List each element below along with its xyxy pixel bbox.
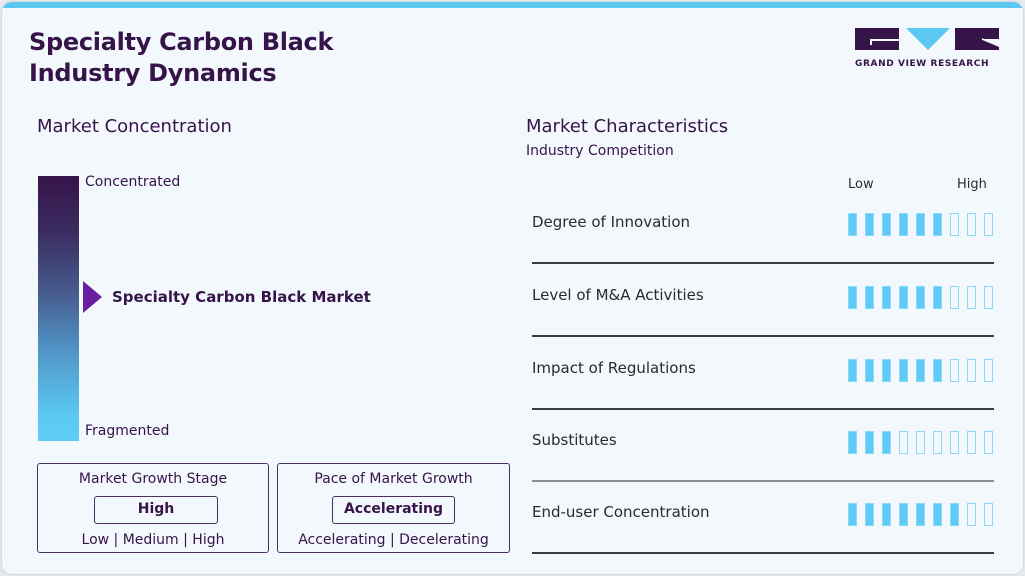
growth-stage-value: High [94, 496, 218, 524]
rating-segment-filled [848, 503, 857, 526]
rating-bar [848, 503, 993, 526]
growth-pace-title: Pace of Market Growth [314, 471, 473, 487]
rating-segment-empty [933, 431, 942, 454]
gvr-logo-icon [855, 28, 1000, 50]
market-position-label: Specialty Carbon Black Market [112, 288, 371, 306]
accent-top-bar [2, 2, 1023, 8]
industry-competition-subtitle: Industry Competition [526, 143, 674, 159]
characteristic-label: Level of M&A Activities [532, 286, 704, 304]
rating-segment-empty [984, 503, 993, 526]
rating-segment-filled [899, 359, 908, 382]
rating-segment-filled [882, 213, 891, 236]
rating-bar [848, 213, 993, 236]
logo-text: GRAND VIEW RESEARCH [855, 59, 990, 69]
rating-segment-filled [933, 359, 942, 382]
rating-segment-filled [865, 286, 874, 309]
row-divider [532, 262, 994, 264]
rating-segment-filled [950, 503, 959, 526]
rating-segment-empty [984, 286, 993, 309]
concentration-gradient-bar [38, 176, 79, 441]
market-pointer-icon [83, 281, 102, 313]
rating-segment-empty [950, 213, 959, 236]
rating-segment-empty [916, 431, 925, 454]
rating-segment-filled [933, 286, 942, 309]
rating-segment-empty [967, 503, 976, 526]
characteristic-label: Degree of Innovation [532, 213, 691, 231]
rating-segment-filled [916, 359, 925, 382]
rating-segment-filled [933, 503, 942, 526]
row-divider [532, 335, 994, 337]
rating-segment-filled [848, 359, 857, 382]
rating-segment-empty [967, 359, 976, 382]
rating-segment-filled [865, 359, 874, 382]
characteristic-row: Level of M&A Activities [532, 272, 994, 344]
scale-high-label: High [957, 177, 987, 192]
rating-segment-empty [950, 431, 959, 454]
rating-segment-filled [899, 286, 908, 309]
rating-segment-filled [916, 213, 925, 236]
fragmented-label: Fragmented [85, 423, 170, 439]
rating-segment-empty [899, 431, 908, 454]
grand-view-research-logo: GRAND VIEW RESEARCH [855, 27, 1000, 73]
characteristic-row: Degree of Innovation [532, 199, 994, 271]
rating-segment-filled [916, 286, 925, 309]
title-line-2: Industry Dynamics [29, 59, 277, 87]
pace-of-growth-box: Pace of Market Growth Accelerating Accel… [277, 463, 510, 553]
rating-bar [848, 431, 993, 454]
characteristic-row: End-user Concentration [532, 489, 994, 561]
growth-stage-options: Low | Medium | High [81, 532, 225, 548]
market-growth-stage-box: Market Growth Stage High Low | Medium | … [37, 463, 269, 553]
characteristic-label: Substitutes [532, 431, 617, 449]
rating-segment-filled [882, 286, 891, 309]
rating-segment-empty [984, 431, 993, 454]
rating-bar [848, 359, 993, 382]
row-divider [532, 552, 994, 554]
rating-segment-filled [865, 503, 874, 526]
rating-segment-filled [865, 213, 874, 236]
growth-pace-options: Accelerating | Decelerating [298, 532, 489, 548]
rating-segment-filled [848, 213, 857, 236]
rating-segment-filled [899, 503, 908, 526]
characteristic-row: Substitutes [532, 417, 994, 489]
row-divider [532, 408, 994, 410]
rating-segment-empty [950, 286, 959, 309]
rating-segment-filled [916, 503, 925, 526]
rating-segment-filled [882, 503, 891, 526]
rating-segment-filled [882, 431, 891, 454]
rating-segment-empty [967, 286, 976, 309]
growth-pace-value: Accelerating [332, 496, 455, 524]
rating-segment-filled [848, 286, 857, 309]
rating-segment-empty [984, 213, 993, 236]
rating-segment-empty [967, 431, 976, 454]
rating-segment-filled [899, 213, 908, 236]
market-concentration-title: Market Concentration [37, 116, 232, 137]
scale-low-label: Low [848, 177, 874, 192]
characteristic-label: End-user Concentration [532, 503, 710, 521]
rating-segment-empty [984, 359, 993, 382]
market-characteristics-title: Market Characteristics [526, 116, 729, 137]
characteristic-label: Impact of Regulations [532, 359, 696, 377]
rating-segment-empty [950, 359, 959, 382]
rating-segment-filled [865, 431, 874, 454]
rating-segment-filled [882, 359, 891, 382]
rating-bar [848, 286, 993, 309]
concentrated-label: Concentrated [85, 174, 181, 190]
rating-segment-filled [848, 431, 857, 454]
rating-segment-filled [933, 213, 942, 236]
title-line-1: Specialty Carbon Black [29, 28, 334, 56]
growth-stage-title: Market Growth Stage [78, 471, 228, 487]
rating-segment-empty [967, 213, 976, 236]
page-title: Specialty Carbon Black Industry Dynamics [29, 27, 333, 89]
row-divider [532, 480, 994, 482]
characteristic-row: Impact of Regulations [532, 345, 994, 417]
